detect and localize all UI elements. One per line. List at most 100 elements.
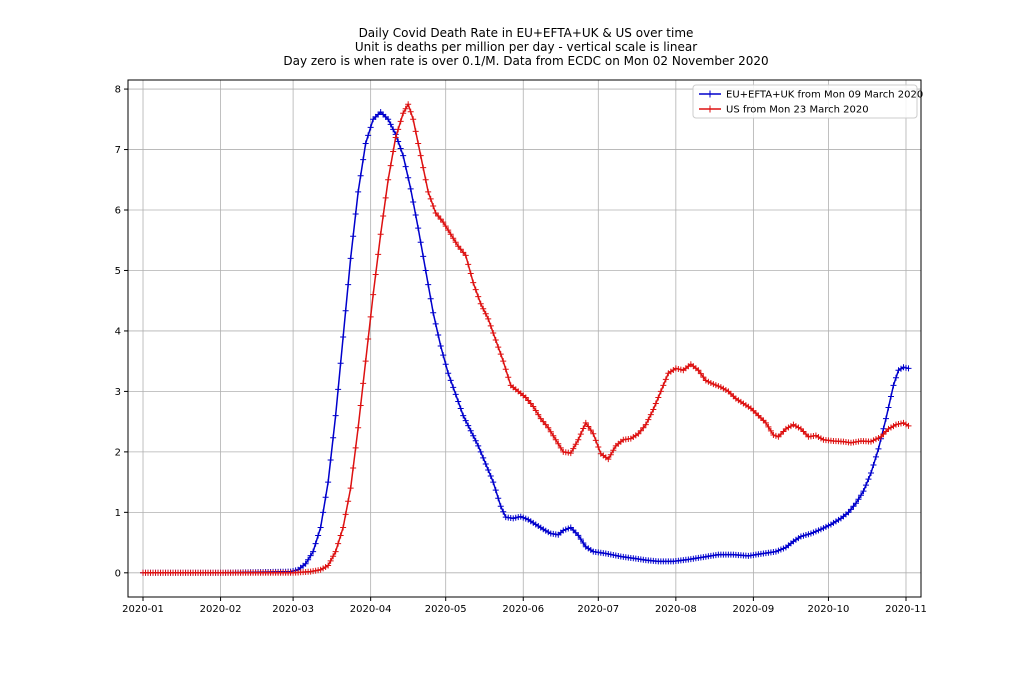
data-point-marker (322, 494, 329, 501)
data-point-marker (782, 425, 789, 432)
data-point-marker (860, 488, 867, 495)
data-point-marker (365, 132, 372, 139)
data-point-marker (640, 424, 647, 431)
data-point-marker (477, 448, 484, 455)
data-point-marker (437, 216, 444, 223)
data-point-marker (452, 391, 459, 398)
data-point-marker (797, 425, 804, 432)
data-point-marker (425, 188, 432, 195)
x-tick-label: 2020-02 (200, 604, 242, 615)
data-point-marker (382, 194, 389, 201)
data-point-marker (662, 376, 669, 383)
data-point-marker (862, 482, 869, 489)
data-point-marker (532, 407, 539, 414)
data-point-marker (577, 536, 584, 543)
data-point-marker (392, 134, 399, 141)
data-point-marker (460, 412, 467, 419)
data-point-marker (490, 329, 497, 336)
title-line-3: Day zero is when rate is over 0.1/M. Dat… (283, 54, 768, 68)
data-point-marker (397, 118, 404, 125)
data-point-marker (857, 492, 864, 499)
data-point-marker (380, 213, 387, 220)
data-point-marker (440, 352, 447, 359)
y-tick-label: 3 (115, 387, 121, 398)
data-point-marker (472, 437, 479, 444)
data-point-marker (495, 344, 502, 351)
series-layer (140, 101, 912, 576)
data-point-marker (425, 281, 432, 288)
data-point-marker (527, 400, 534, 407)
data-point-marker (590, 430, 597, 437)
data-point-marker (420, 164, 427, 171)
data-point-marker (855, 496, 862, 503)
data-point-marker (500, 358, 507, 365)
data-point-marker (310, 548, 317, 555)
data-point-marker (345, 281, 352, 288)
data-point-marker (542, 421, 549, 428)
data-point-marker (330, 553, 337, 560)
data-point-marker (555, 440, 562, 447)
data-point-marker (395, 126, 402, 133)
data-point-marker (327, 456, 334, 463)
data-point-marker (357, 402, 364, 409)
y-tick-label: 5 (115, 266, 121, 277)
data-point-marker (477, 300, 484, 307)
data-point-marker (387, 121, 394, 128)
data-point-marker (650, 406, 657, 413)
data-point-marker (465, 261, 472, 268)
legend-label-us: US from Mon 23 March 2020 (726, 105, 869, 116)
data-point-marker (305, 556, 312, 563)
data-point-marker (852, 500, 859, 507)
data-point-marker (877, 433, 884, 440)
data-point-marker (660, 382, 667, 389)
data-point-marker (450, 384, 457, 391)
data-point-marker (415, 225, 422, 232)
data-point-marker (367, 313, 374, 320)
data-point-marker (492, 487, 499, 494)
data-point-marker (402, 105, 409, 112)
data-point-marker (307, 552, 314, 559)
data-point-marker (575, 532, 582, 539)
data-point-marker (905, 365, 912, 372)
data-point-marker (762, 419, 769, 426)
data-point-marker (417, 152, 424, 159)
x-tick-label: 2020-05 (425, 604, 467, 615)
data-point-marker (360, 380, 367, 387)
x-tick-label: 2020-11 (885, 604, 927, 615)
x-tick-label: 2020-10 (808, 604, 850, 615)
legend: EU+EFTA+UK from Mon 09 March 2020 US fro… (692, 84, 923, 119)
data-point-marker (585, 423, 592, 430)
data-point-marker (812, 432, 819, 439)
data-point-marker (330, 434, 337, 441)
data-point-marker (490, 479, 497, 486)
y-tick-label: 8 (115, 85, 121, 96)
data-point-marker (410, 198, 417, 205)
data-point-marker (530, 403, 537, 410)
data-point-marker (402, 163, 409, 170)
plot-frame (127, 79, 922, 598)
data-point-marker (400, 110, 407, 117)
data-point-marker (475, 442, 482, 449)
x-tick-label: 2020-01 (122, 604, 164, 615)
data-point-marker (480, 454, 487, 461)
data-point-marker (345, 498, 352, 505)
data-point-marker (492, 337, 499, 344)
data-point-marker (495, 495, 502, 502)
data-point-marker (595, 444, 602, 451)
data-point-marker (642, 421, 649, 428)
data-point-marker (467, 270, 474, 277)
data-point-marker (442, 361, 449, 368)
data-point-marker (447, 377, 454, 384)
data-point-marker (415, 140, 422, 147)
data-point-marker (512, 514, 519, 521)
data-point-marker (342, 307, 349, 314)
data-point-marker (905, 422, 912, 429)
data-point-marker (545, 529, 552, 536)
y-tick-label: 4 (115, 326, 121, 337)
data-point-marker (362, 358, 369, 365)
data-point-marker (580, 539, 587, 546)
data-point-marker (355, 424, 362, 431)
data-point-marker (340, 524, 347, 531)
data-point-marker (695, 367, 702, 374)
